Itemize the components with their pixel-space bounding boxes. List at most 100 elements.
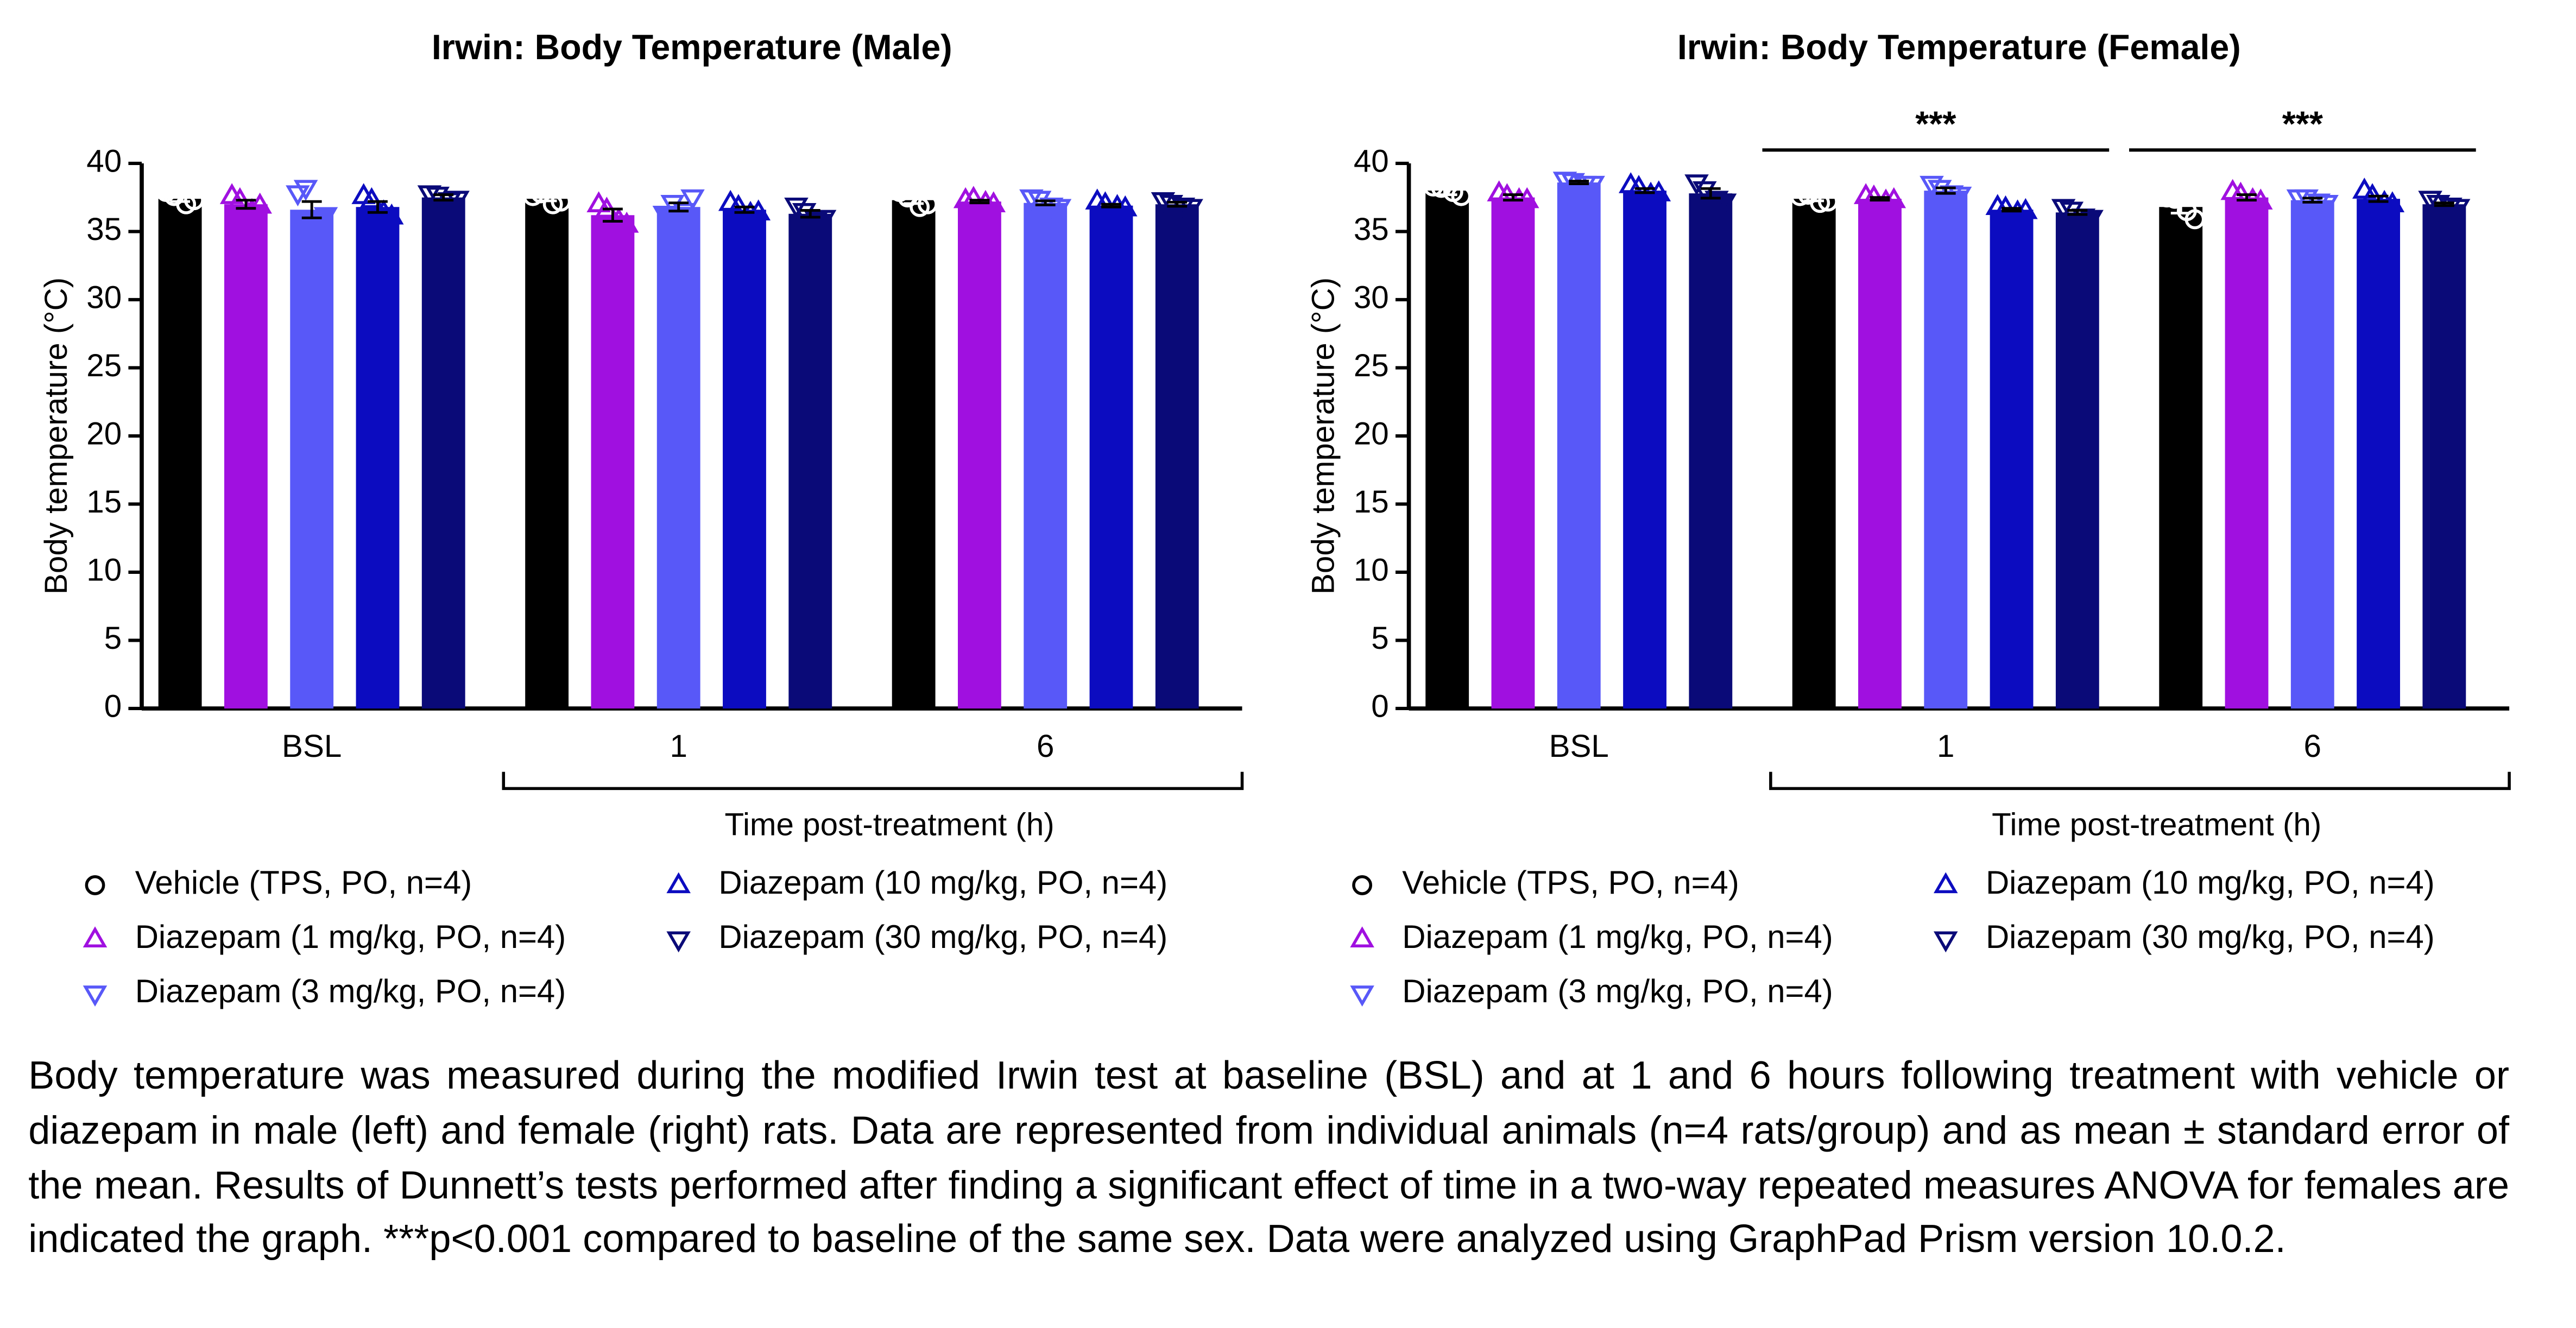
x-axis-label: Time post-treatment (h): [1992, 807, 2321, 842]
data-point: [1431, 178, 1451, 198]
caption: Body temperature was measured during the…: [28, 1053, 2510, 1261]
error-bar: [1804, 195, 1824, 203]
data-point: [1933, 931, 1958, 953]
y-tick-label: 35: [86, 212, 122, 247]
legend-label: Vehicle (TPS, PO, n=4): [135, 864, 472, 901]
bar: [224, 204, 268, 709]
data-point: [305, 212, 330, 234]
data-point: [1704, 191, 1729, 212]
data-point: [2438, 197, 2463, 219]
data-point: [359, 187, 384, 208]
bar: [1155, 204, 1199, 709]
bar: [2422, 204, 2466, 709]
legend-label: Diazepam (1 mg/kg, PO, n=4): [1402, 919, 1833, 955]
data-point: [83, 985, 108, 1007]
data-point: [85, 875, 105, 895]
legend-label: Diazepam (1 mg/kg, PO, n=4): [135, 919, 566, 955]
data-point: [666, 872, 691, 894]
x-tick-label: 1: [670, 729, 687, 764]
y-axis-label: Body temperature (°C): [1305, 277, 1341, 595]
x-tick-label: BSL: [282, 729, 342, 764]
error-bar: [1437, 185, 1457, 197]
bar: [1557, 182, 1601, 709]
error-bar: [1935, 186, 1956, 195]
error-bar: [800, 209, 820, 219]
y-tick-label: 35: [1354, 212, 1389, 247]
bar: [656, 207, 700, 709]
bar: [2357, 199, 2400, 709]
error-bar: [1700, 187, 1721, 200]
chart-title: Irwin: Body Temperature (Female): [1677, 28, 2241, 67]
data-point: [652, 206, 677, 227]
x-bracket: [1769, 771, 2511, 791]
y-tick-label: 25: [86, 348, 122, 383]
error-bar: [2170, 199, 2191, 214]
data-point: [379, 203, 404, 225]
error-bar: [668, 201, 689, 213]
significance-label: ***: [1915, 104, 1956, 143]
error-bar: [301, 200, 322, 219]
bar: [356, 207, 400, 709]
y-tick-label: 5: [104, 621, 122, 656]
data-point: [2176, 201, 2197, 222]
data-point: [910, 197, 930, 217]
bar: [1924, 191, 1968, 709]
error-bar: [1634, 187, 1655, 194]
data-point: [1933, 872, 1958, 894]
data-point: [83, 926, 108, 947]
error-bar: [1569, 180, 1589, 186]
bar: [892, 200, 936, 709]
legend-label: Vehicle (TPS, PO, n=4): [1402, 864, 1739, 901]
y-tick-label: 25: [1354, 348, 1389, 383]
y-axis-label: Body temperature (°C): [39, 277, 74, 595]
error-bar: [536, 195, 557, 203]
bar: [1024, 203, 1068, 709]
bar: [158, 199, 202, 709]
error-bar: [1035, 199, 1056, 206]
y-tick-label: 30: [1354, 280, 1389, 315]
data-point: [2156, 187, 2177, 208]
bar: [290, 210, 334, 709]
error-bar: [1870, 196, 1890, 202]
data-point: [2418, 191, 2442, 212]
data-point: [961, 186, 986, 207]
bar: [723, 210, 766, 709]
x-tick-label: BSL: [1549, 729, 1609, 764]
error-bar: [602, 207, 623, 223]
bar: [1089, 205, 1133, 709]
bar: [1792, 199, 1836, 709]
error-bar: [2237, 193, 2257, 202]
data-point: [666, 931, 691, 953]
data-point: [1350, 926, 1374, 947]
bar: [421, 197, 465, 709]
bar: [2290, 200, 2334, 709]
y-tick-label: 20: [86, 416, 122, 451]
significance-label: ***: [2282, 104, 2324, 143]
bar: [2159, 207, 2203, 709]
y-tick-label: 0: [104, 688, 122, 724]
y-tick-label: 0: [1371, 688, 1388, 724]
y-tick-label: 30: [86, 280, 122, 315]
data-point: [1810, 193, 1830, 213]
bar: [1990, 210, 2034, 709]
y-tick-label: 10: [1354, 552, 1389, 587]
bar: [525, 199, 569, 709]
data-point: [614, 211, 639, 233]
error-bar: [904, 195, 924, 205]
data-point: [293, 180, 318, 201]
bar: [1689, 193, 1733, 709]
x-bracket: [502, 771, 1244, 791]
error-bar: [1503, 193, 1523, 202]
bar: [591, 215, 635, 709]
legend-label: Diazepam (3 mg/kg, PO, n=4): [135, 973, 566, 1009]
data-point: [1920, 175, 1944, 197]
y-tick-label: 15: [1354, 484, 1389, 520]
data-point: [1573, 175, 1598, 197]
y-tick-label: 10: [86, 552, 122, 587]
error-bar: [2067, 209, 2088, 216]
legend-label: Diazepam (10 mg/kg, PO, n=4): [718, 864, 1167, 901]
data-point: [784, 197, 809, 219]
chart-title: Irwin: Body Temperature (Male): [432, 28, 952, 67]
data-point: [1039, 197, 1064, 219]
error-bar: [969, 199, 990, 205]
